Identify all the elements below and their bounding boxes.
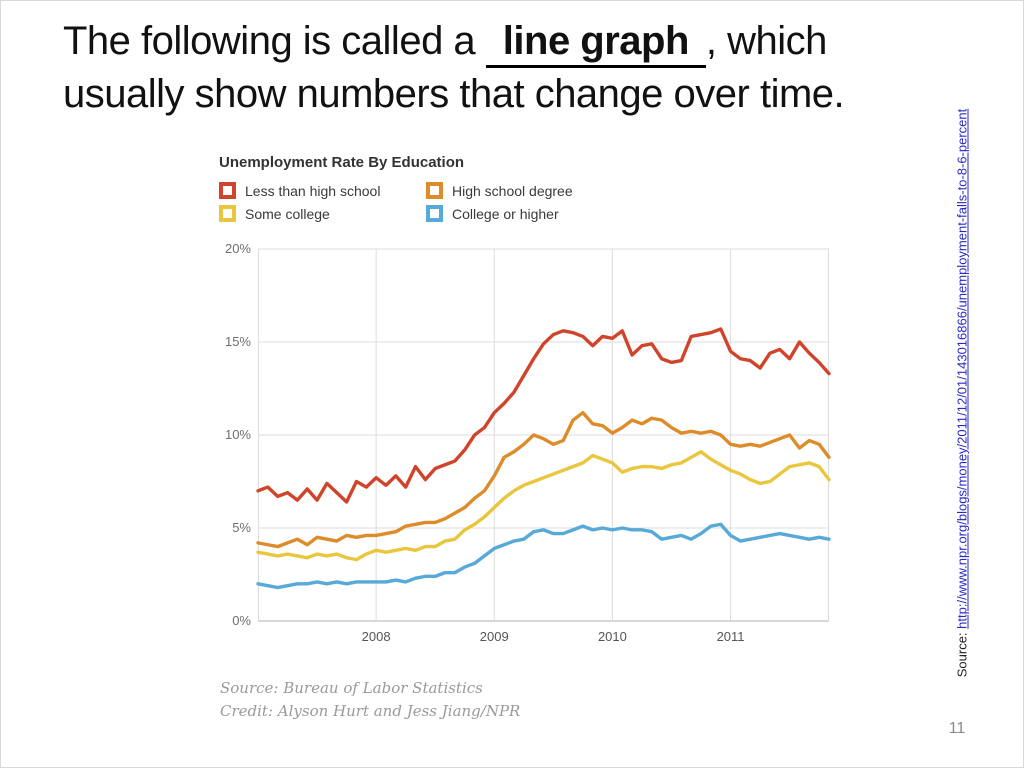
series-line-some-college <box>256 450 831 562</box>
y-axis: 0% 5% 10% 15% 20% <box>187 241 251 628</box>
x-axis-label: 2008 <box>361 629 391 644</box>
plot-area <box>256 248 831 622</box>
legend-item-less-than-high-school: Less than high school <box>219 182 426 199</box>
y-axis-label: 0% <box>232 613 251 628</box>
chart-title: Unemployment Rate By Education <box>219 154 465 171</box>
legend-swatch-college-or-higher <box>426 205 443 222</box>
x-axis-label: 2010 <box>597 629 627 644</box>
legend-swatch-high-school-degree <box>426 182 443 199</box>
slide-title: The following is called a line graph, wh… <box>63 15 993 121</box>
chart-credit-line: Credit: Alyson Hurt and Jess Jiang/NPR <box>220 702 521 720</box>
x-axis-label: 2011 <box>716 629 745 644</box>
legend-item-college-or-higher: College or higher <box>426 205 619 222</box>
chart-legend: Less than high school High school degree… <box>219 182 619 222</box>
chart-source-line: Source: Bureau of Labor Statistics <box>220 679 483 697</box>
y-axis-label: 5% <box>232 520 251 535</box>
line-plot <box>256 248 831 622</box>
legend-label: High school degree <box>452 182 573 199</box>
y-axis-label: 10% <box>224 427 251 442</box>
side-source-label: Source: <box>954 632 970 678</box>
chart-attribution: Source: Bureau of Labor Statistics Credi… <box>220 677 520 723</box>
legend-swatch-some-college <box>219 205 236 222</box>
source-link[interactable]: http://www.npr.org/blogs/money/2011/12/0… <box>954 108 970 629</box>
x-axis-label: 2009 <box>479 629 509 644</box>
series-line-college-or-higher <box>256 522 831 590</box>
side-source: Source: http://www.npr.org/blogs/money/2… <box>955 109 970 678</box>
page-number: 11 <box>948 720 966 737</box>
legend-item-high-school-degree: High school degree <box>426 182 619 199</box>
slide-title-line2: usually show numbers that change over ti… <box>63 72 845 116</box>
legend-label: College or higher <box>452 205 559 222</box>
legend-swatch-less-than-high-school <box>219 182 236 199</box>
y-axis-label: 15% <box>224 334 251 349</box>
legend-item-some-college: Some college <box>219 205 426 222</box>
title-blank: line graph <box>485 20 706 68</box>
series-line-less-than-high-school <box>256 327 831 504</box>
series-line-high-school-degree <box>256 410 831 549</box>
legend-label: Less than high school <box>245 182 381 199</box>
x-axis: 2008 2009 2010 2011 <box>258 629 829 649</box>
title-prefix: The following is called a <box>63 19 486 63</box>
title-suffix: , which <box>705 19 828 63</box>
legend-label: Some college <box>245 205 330 222</box>
slide-title-line1: The following is called a line graph, wh… <box>63 15 993 68</box>
y-axis-label: 20% <box>224 241 251 256</box>
